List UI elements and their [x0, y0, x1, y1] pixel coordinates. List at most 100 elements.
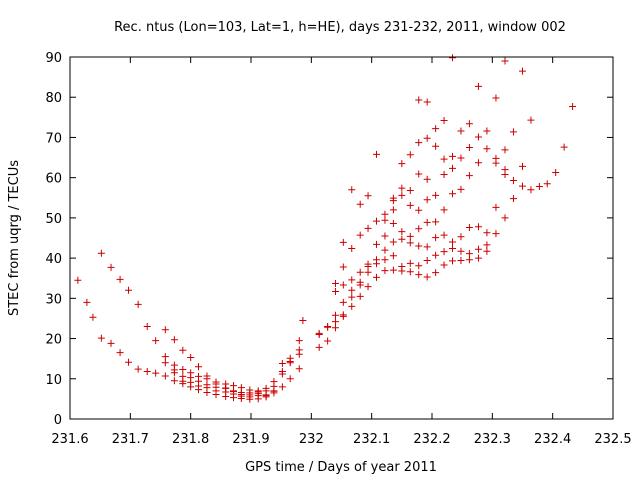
- data-point-marker: [415, 271, 423, 279]
- data-point-marker: [74, 276, 82, 284]
- data-point-marker: [465, 250, 473, 258]
- data-point-marker: [492, 154, 500, 162]
- data-point-marker: [389, 220, 397, 228]
- data-point-marker: [203, 375, 211, 383]
- data-point-marker: [246, 393, 254, 401]
- data-point-marker: [372, 240, 380, 248]
- data-point-marker: [170, 377, 178, 385]
- data-point-marker: [381, 210, 389, 218]
- data-point-marker: [457, 154, 465, 162]
- data-point-marker: [423, 257, 431, 265]
- y-tick-label: 0: [54, 413, 62, 428]
- data-point-marker: [501, 214, 509, 222]
- data-point-marker: [449, 54, 457, 62]
- data-point-marker: [97, 334, 105, 342]
- data-point-marker: [381, 246, 389, 254]
- data-point-marker: [134, 300, 142, 308]
- data-point-marker: [415, 170, 423, 178]
- data-point-marker: [457, 247, 465, 255]
- data-point-marker: [97, 249, 105, 257]
- y-tick-label: 90: [45, 51, 62, 66]
- data-point-marker: [286, 375, 294, 383]
- data-point-marker: [237, 392, 245, 400]
- data-point-marker: [483, 127, 491, 135]
- data-point-marker: [398, 235, 406, 243]
- data-point-marker: [423, 134, 431, 142]
- data-point-marker: [161, 359, 169, 367]
- data-point-marker: [348, 244, 356, 252]
- data-point-marker: [560, 143, 568, 151]
- data-point-marker: [348, 286, 356, 294]
- data-point-marker: [432, 191, 440, 199]
- data-point-marker: [195, 363, 203, 371]
- data-point-marker: [125, 358, 133, 366]
- y-tick-label: 70: [45, 131, 62, 146]
- x-tick-label: 232.3: [474, 432, 511, 447]
- data-point-marker: [364, 224, 372, 232]
- data-point-marker: [161, 326, 169, 334]
- data-point-marker: [440, 248, 448, 256]
- data-point-marker: [324, 337, 332, 345]
- data-point-marker: [543, 180, 551, 188]
- data-point-marker: [432, 269, 440, 277]
- tick-marks: [70, 57, 613, 419]
- data-point-marker: [331, 287, 339, 295]
- data-point-marker: [295, 337, 303, 345]
- data-point-marker: [356, 281, 364, 289]
- y-tick-label: 10: [45, 373, 62, 388]
- data-point-marker: [406, 268, 414, 276]
- data-point-marker: [398, 228, 406, 236]
- x-tick-labels: 231.6 231.7 231.8 231.9 232 232.1 232.2 232.3 23…: [51, 432, 631, 447]
- data-point-marker: [501, 57, 509, 65]
- data-point-marker: [483, 229, 491, 237]
- x-tick-label: 231.6: [51, 432, 88, 447]
- data-point-marker: [179, 366, 187, 374]
- data-point-marker: [474, 223, 482, 231]
- data-point-marker: [492, 230, 500, 238]
- data-point-marker: [125, 286, 133, 294]
- data-point-marker: [89, 313, 97, 321]
- data-point-marker: [381, 267, 389, 275]
- data-point-marker: [440, 206, 448, 214]
- data-point-marker: [372, 217, 380, 225]
- x-tick-label: 232.2: [413, 432, 450, 447]
- data-point-marker: [465, 144, 473, 151]
- data-point-marker: [449, 257, 457, 265]
- data-point-marker: [519, 182, 526, 190]
- data-point-marker: [406, 232, 414, 240]
- data-point-marker: [432, 234, 440, 242]
- data-point-marker: [152, 337, 160, 345]
- data-point-marker: [449, 164, 457, 172]
- data-point-marker: [432, 142, 440, 150]
- data-point-marker: [483, 241, 491, 249]
- data-point-marker: [143, 322, 151, 330]
- data-point-marker: [324, 323, 332, 331]
- data-point-marker: [465, 256, 473, 264]
- data-point-marker: [299, 316, 307, 324]
- data-point-marker: [398, 263, 406, 271]
- data-point-marker: [398, 184, 406, 192]
- data-point-marker: [278, 368, 286, 376]
- data-point-marker: [457, 257, 465, 265]
- data-point-marker: [348, 276, 356, 284]
- data-point-marker: [492, 203, 500, 211]
- data-point-marker: [440, 261, 448, 269]
- data-point-marker: [286, 359, 294, 367]
- data-point-marker: [179, 377, 187, 385]
- data-point-marker: [432, 251, 440, 259]
- data-point-marker: [423, 175, 431, 183]
- data-point-marker: [432, 218, 440, 226]
- x-tick-label: 231.8: [172, 432, 209, 447]
- data-point-marker: [83, 298, 91, 306]
- data-point-marker: [212, 387, 220, 395]
- data-point-marker: [348, 186, 356, 194]
- data-point-marker: [509, 176, 517, 184]
- data-point-marker: [398, 191, 406, 199]
- data-point-marker: [474, 245, 482, 253]
- data-point-marker: [415, 96, 423, 104]
- data-point-marker: [161, 372, 169, 380]
- data-point-marker: [170, 369, 178, 377]
- data-point-marker: [348, 293, 356, 301]
- data-point-marker: [295, 350, 303, 358]
